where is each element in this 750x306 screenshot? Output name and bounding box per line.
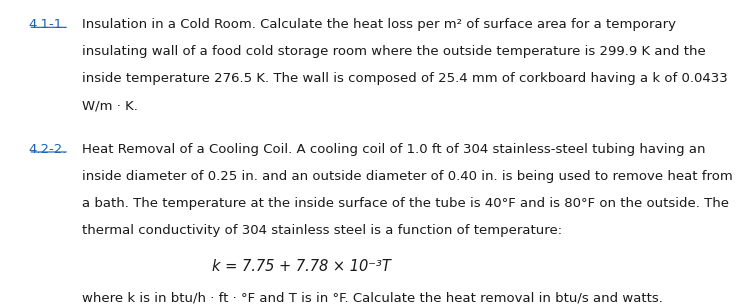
Text: k = 7.75 + 7.78 × 10⁻³T: k = 7.75 + 7.78 × 10⁻³T	[211, 259, 391, 274]
Text: a bath. The temperature at the inside surface of the tube is 40°F and is 80°F on: a bath. The temperature at the inside su…	[82, 197, 729, 210]
Text: inside diameter of 0.25 in. and an outside diameter of 0.40 in. is being used to: inside diameter of 0.25 in. and an outsi…	[82, 170, 733, 183]
Text: thermal conductivity of 304 stainless steel is a function of temperature:: thermal conductivity of 304 stainless st…	[82, 224, 562, 237]
Text: insulating wall of a food cold storage room where the outside temperature is 299: insulating wall of a food cold storage r…	[82, 45, 706, 58]
Text: Heat Removal of a Cooling Coil. A cooling coil of 1.0 ft of 304 stainless-steel : Heat Removal of a Cooling Coil. A coolin…	[82, 143, 706, 155]
Text: 4.2-2.: 4.2-2.	[28, 143, 67, 155]
Text: 4.1-1.: 4.1-1.	[28, 18, 67, 31]
Text: where k is in btu/h · ft · °F and T is in °F. Calculate the heat removal in btu/: where k is in btu/h · ft · °F and T is i…	[82, 292, 663, 305]
Text: Insulation in a Cold Room. Calculate the heat loss per m² of surface area for a : Insulation in a Cold Room. Calculate the…	[82, 18, 676, 31]
Text: W/m · K.: W/m · K.	[82, 99, 138, 112]
Text: inside temperature 276.5 K. The wall is composed of 25.4 mm of corkboard having : inside temperature 276.5 K. The wall is …	[82, 72, 728, 85]
